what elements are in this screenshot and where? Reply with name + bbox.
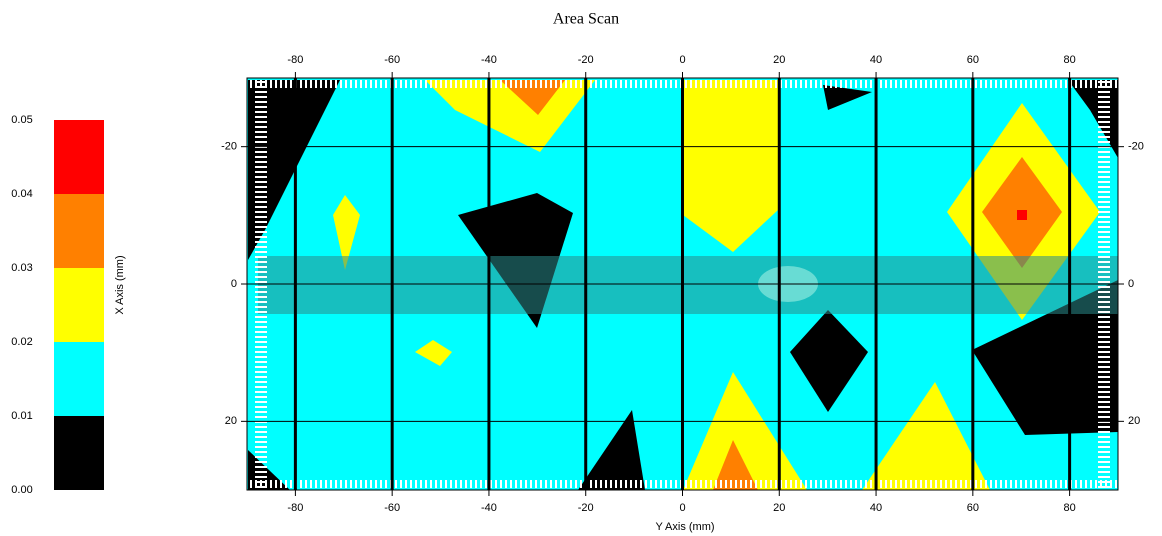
scan-band: [258, 256, 1118, 314]
contour-region: [248, 450, 290, 490]
contour-region: [683, 80, 778, 252]
contour-region: [713, 440, 758, 490]
x-tick-label: 40: [870, 54, 882, 66]
y-tick-label: 0: [1128, 278, 1134, 290]
x-tick-label: -60: [384, 502, 400, 514]
contour-region: [425, 80, 595, 152]
contour-region: [500, 80, 565, 115]
x-tick-label: 0: [679, 502, 685, 514]
contour-region: [823, 85, 872, 110]
contour-region: [862, 382, 990, 490]
x-tick-label: 60: [967, 54, 979, 66]
x-tick-label: -40: [481, 502, 497, 514]
x-tick-label: -60: [384, 54, 400, 66]
contour-region: [683, 372, 807, 490]
y-tick-label: -20: [221, 141, 237, 153]
colorbar-tick-label: 0.03: [11, 262, 32, 274]
colorbar-segment: [54, 416, 104, 490]
x-tick-label: 80: [1063, 502, 1075, 514]
colorbar-segment: [54, 120, 104, 194]
contour-region: [1068, 80, 1118, 158]
colorbar-tick-label: 0.04: [11, 188, 32, 200]
colorbar-segment: [54, 194, 104, 268]
x-tick-label: -20: [578, 54, 594, 66]
colorbar-tick-label: 0.01: [11, 410, 32, 422]
chart-title: Area Scan: [553, 11, 619, 28]
x-tick-label: 0: [679, 54, 685, 66]
x-tick-label: 60: [967, 502, 979, 514]
contour-region: [415, 340, 452, 366]
y-tick-label: 20: [225, 415, 237, 427]
colorbar-label: X Axis (mm): [114, 255, 126, 314]
colorbar-tick-label: 0.05: [11, 114, 32, 126]
contour-region: [1017, 210, 1027, 220]
contour-region: [790, 310, 868, 412]
colorbar-segment: [54, 342, 104, 416]
x-tick-label: -80: [287, 502, 303, 514]
x-tick-label: 80: [1063, 54, 1075, 66]
colorbar-segment: [54, 268, 104, 342]
x-tick-label: 20: [773, 54, 785, 66]
x-axis-label: Y Axis (mm): [655, 521, 714, 533]
y-tick-label: 20: [1128, 415, 1140, 427]
x-tick-label: -20: [578, 502, 594, 514]
contour-region: [972, 280, 1118, 435]
x-tick-label: -80: [287, 54, 303, 66]
x-tick-label: -40: [481, 54, 497, 66]
contour-region: [578, 410, 645, 490]
x-tick-label: 20: [773, 502, 785, 514]
colorbar-tick-label: 0.02: [11, 336, 32, 348]
y-tick-label: 0: [231, 278, 237, 290]
x-tick-label: 40: [870, 502, 882, 514]
contour-region: [333, 195, 360, 270]
colorbar-tick-label: 0.00: [11, 484, 32, 496]
y-tick-label: -20: [1128, 141, 1144, 153]
